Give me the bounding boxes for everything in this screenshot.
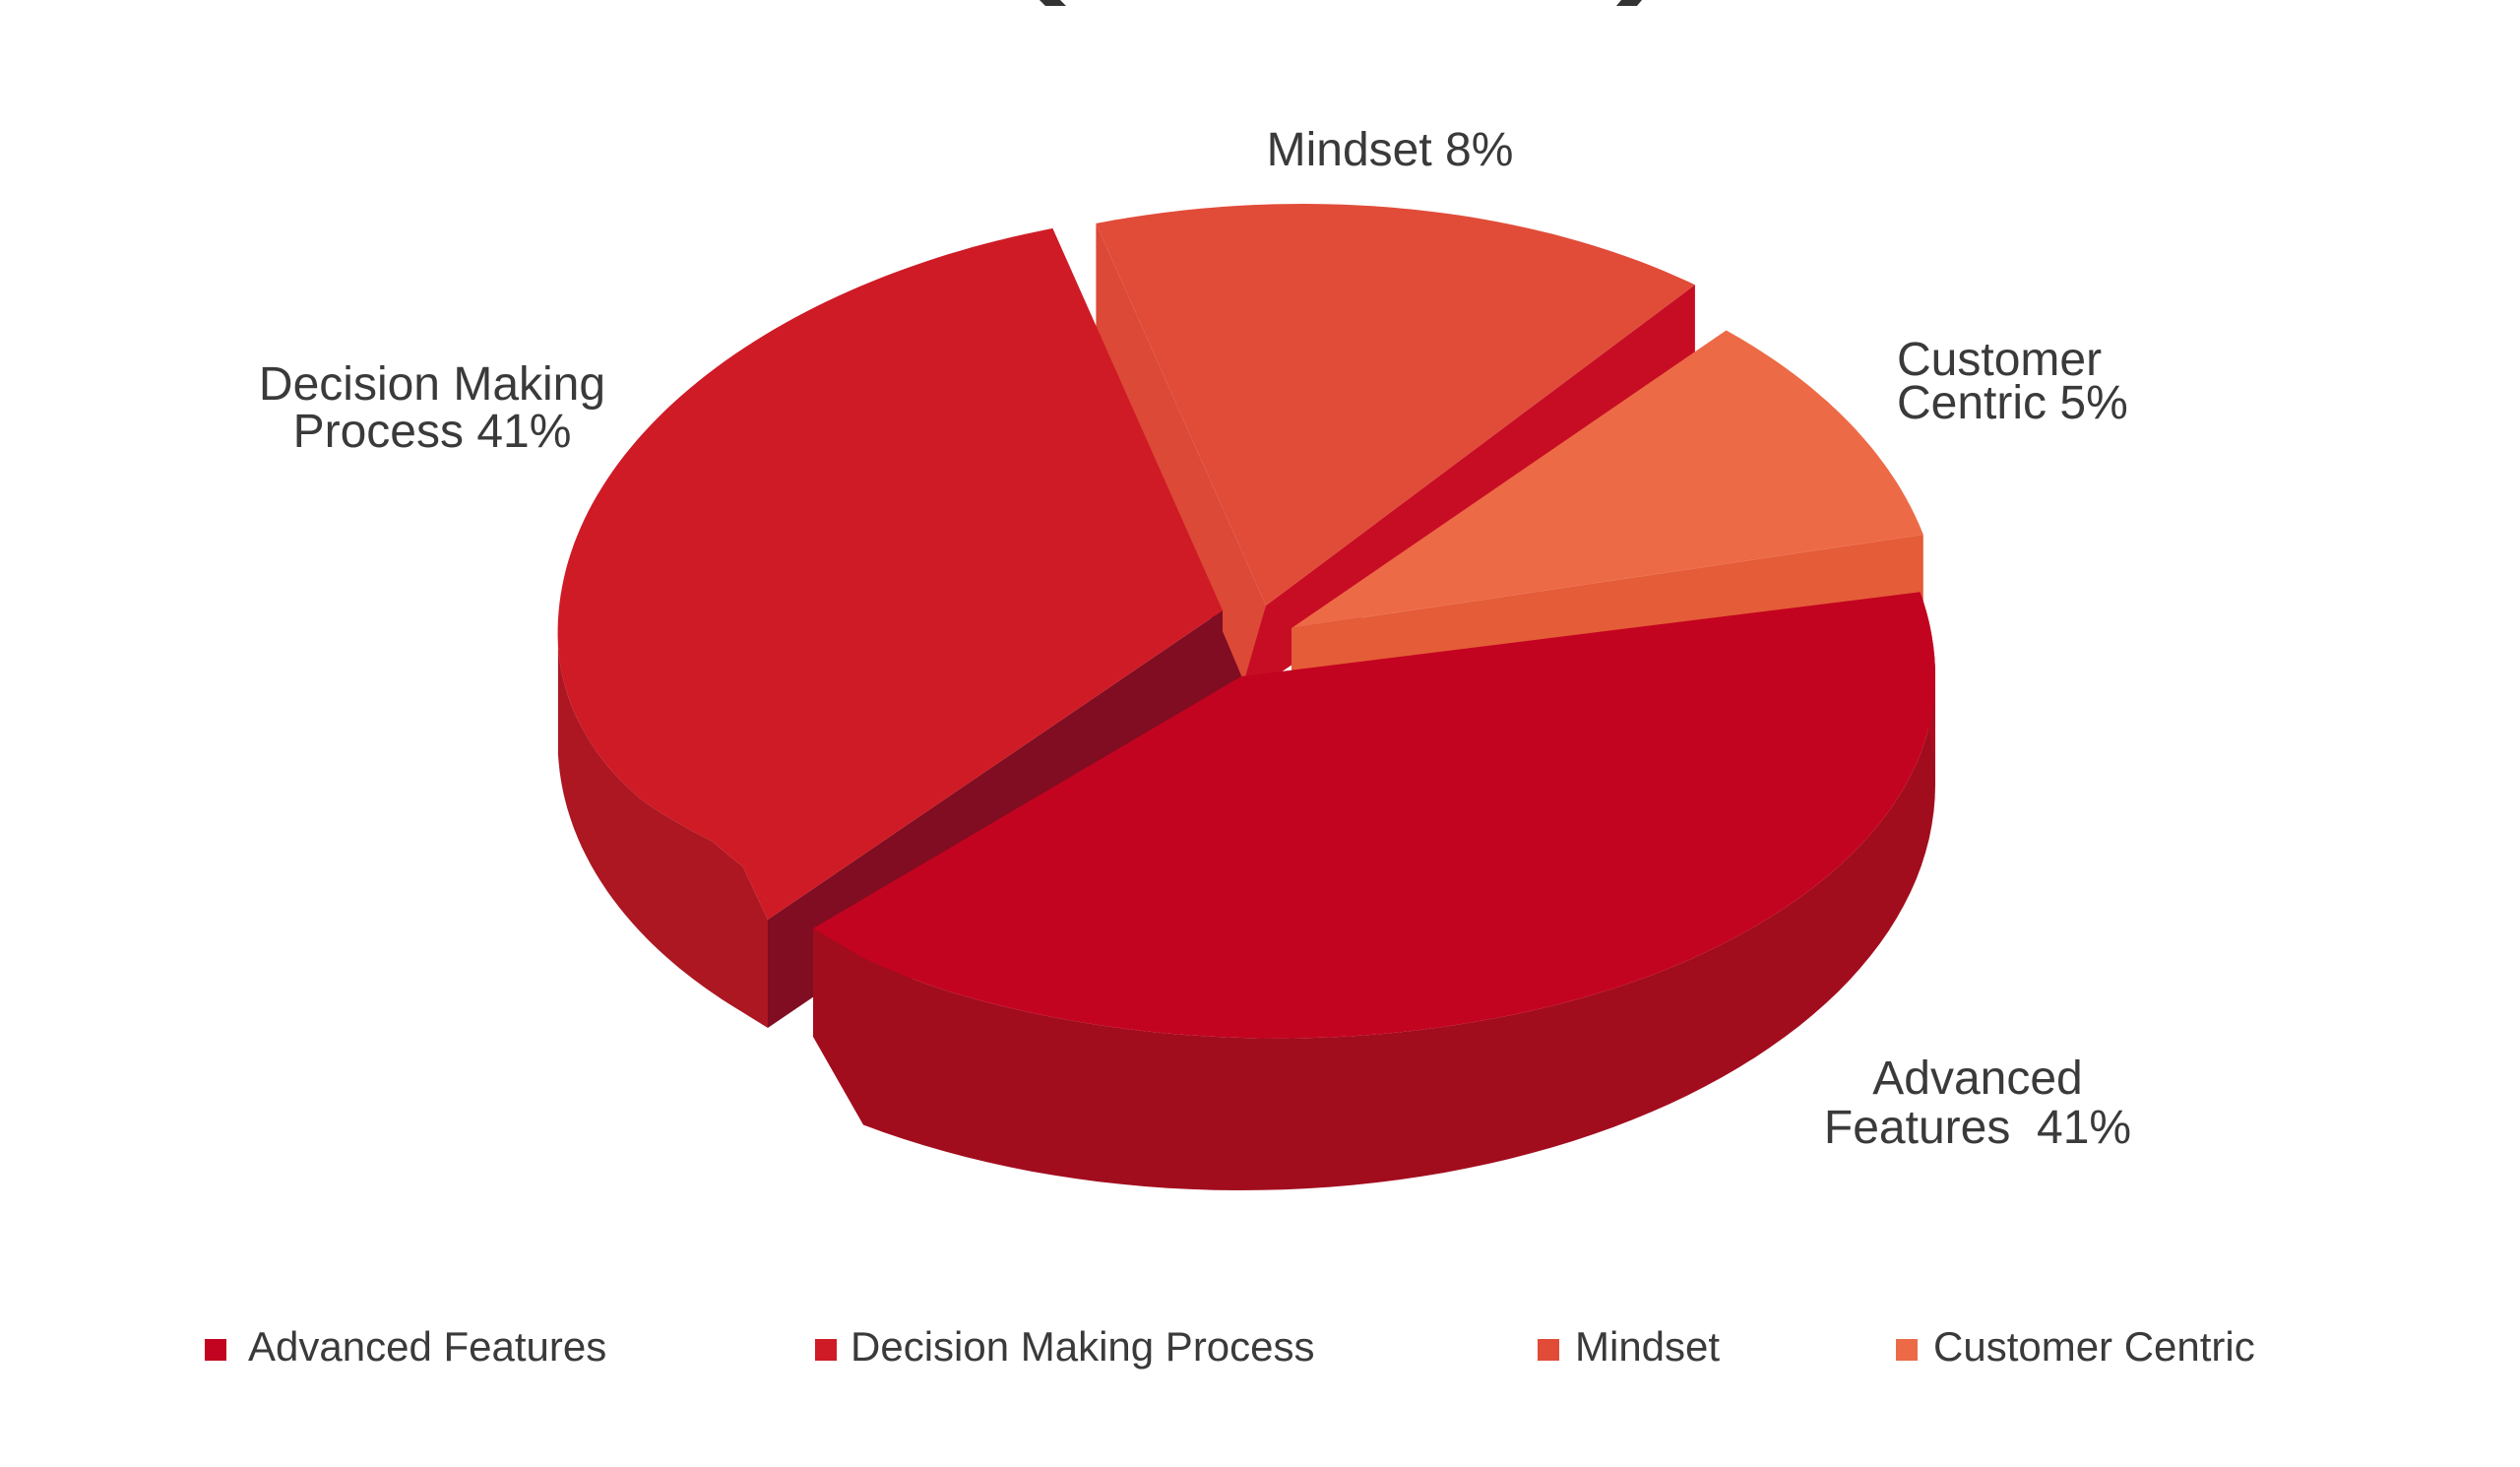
svg-text:Customer Centric: Customer Centric (1933, 1323, 2255, 1370)
svg-text:Process 41%: Process 41% (293, 406, 572, 458)
svg-text:Decision Making Process: Decision Making Process (850, 1323, 1315, 1370)
svg-text:Advanced: Advanced (1872, 1052, 2083, 1105)
svg-text:Mindset 8%: Mindset 8% (1267, 124, 1514, 176)
svg-text:Mindset: Mindset (1575, 1323, 1720, 1370)
svg-text:Decision Making: Decision Making (259, 358, 605, 411)
svg-text:Centric 5%: Centric 5% (1897, 377, 2128, 429)
svg-text:Customer: Customer (1897, 334, 2102, 386)
svg-text:Advanced Features: Advanced Features (248, 1323, 606, 1370)
svg-text:Features 41%: Features 41% (1824, 1102, 2131, 1154)
